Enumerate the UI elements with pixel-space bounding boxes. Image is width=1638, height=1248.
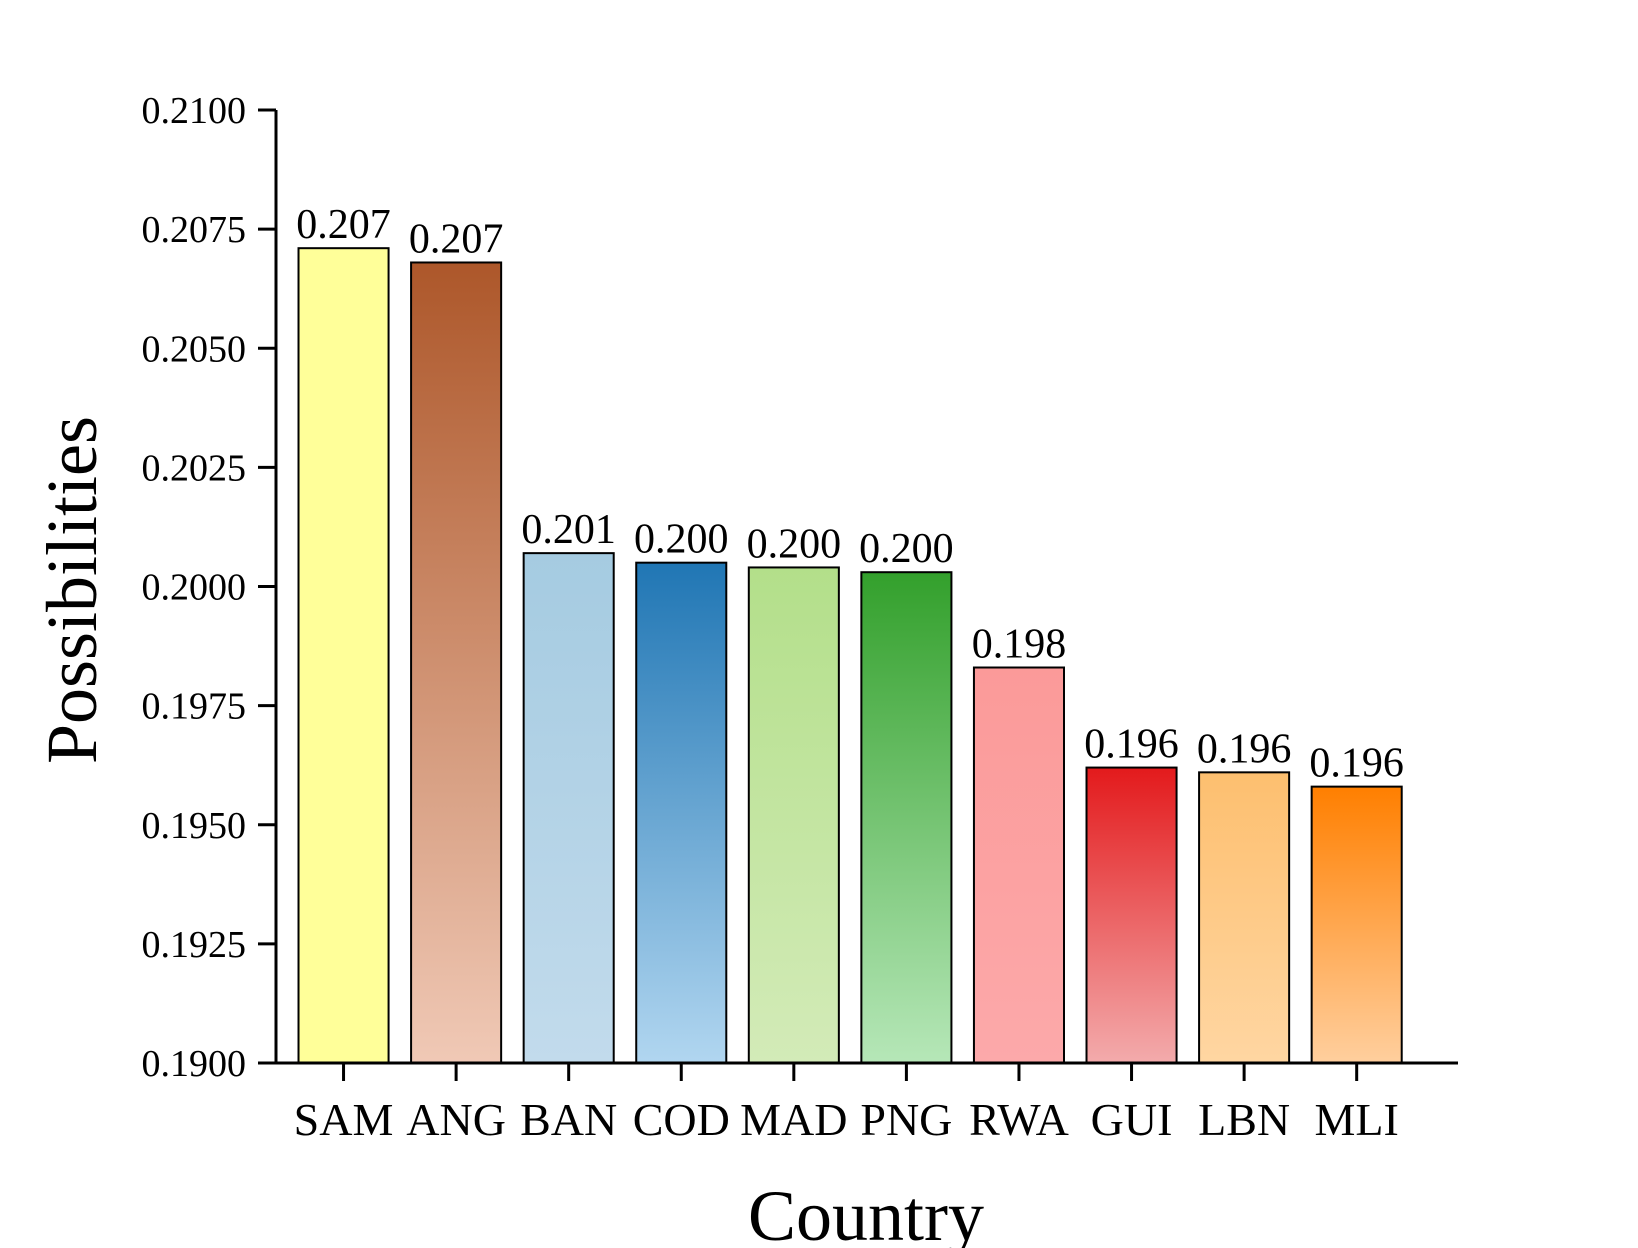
y-tick-label: 0.2100 (142, 90, 247, 132)
y-axis-title: Possibilities (32, 416, 112, 764)
x-axis: SAM ANG BAN COD MAD PNG RWA GUI LBN MLI (276, 1061, 1458, 1145)
y-tick-label: 0.2075 (142, 209, 247, 251)
bar-mad (747, 566, 840, 1064)
bar-gui (1085, 766, 1178, 1064)
bar-ang (410, 261, 503, 1065)
x-tick-label-rwa: RWA (969, 1094, 1069, 1145)
y-tick-label: 0.2000 (142, 567, 247, 609)
bar-cod (635, 561, 728, 1064)
x-tick-label-sam: SAM (294, 1094, 394, 1145)
y-tick-label: 0.1950 (142, 805, 247, 847)
bar-lbn (1198, 771, 1291, 1065)
y-tick-label: 0.2050 (142, 328, 247, 370)
data-label-cod: 0.200 (634, 517, 729, 563)
data-label-lbn: 0.196 (1197, 726, 1292, 772)
bar-png (860, 571, 953, 1065)
x-tick-label-ban: BAN (520, 1094, 617, 1145)
data-label-mli: 0.196 (1309, 741, 1404, 787)
x-tick-label-mli: MLI (1315, 1094, 1399, 1145)
bar-sam (297, 247, 390, 1064)
x-tick-label-png: PNG (860, 1094, 952, 1145)
bar-mli (1310, 785, 1403, 1064)
data-label-sam: 0.207 (296, 202, 391, 248)
x-tick-label-cod: COD (633, 1094, 730, 1145)
y-tick-label: 0.2025 (142, 447, 247, 489)
bar-rwa (972, 666, 1066, 1064)
x-tick-label-gui: GUI (1091, 1094, 1173, 1145)
y-axis: 0.1900 0.1925 0.1950 0.1975 0.2000 0.2025 0.20… (142, 90, 278, 1085)
data-label-png: 0.200 (859, 526, 954, 572)
x-axis-title: Country (748, 1176, 984, 1248)
data-label-gui: 0.196 (1084, 722, 1179, 768)
y-tick-label: 0.1925 (142, 924, 247, 966)
data-label-mad: 0.200 (747, 521, 842, 567)
y-tick-label: 0.1975 (142, 686, 247, 728)
y-tick-label: 0.1900 (142, 1043, 247, 1085)
data-label-ang: 0.207 (409, 216, 504, 262)
x-tick-label-ang: ANG (406, 1094, 506, 1145)
data-label-rwa: 0.198 (972, 622, 1067, 668)
x-tick-label-lbn: LBN (1198, 1094, 1290, 1145)
data-labels-group: 0.207 0.207 0.201 0.200 0.200 0.200 0.198 0.196… (296, 202, 1404, 786)
bar-ban (522, 552, 615, 1065)
bars-group (297, 247, 1403, 1065)
x-tick-label-mad: MAD (740, 1094, 847, 1145)
data-label-ban: 0.201 (521, 507, 616, 553)
